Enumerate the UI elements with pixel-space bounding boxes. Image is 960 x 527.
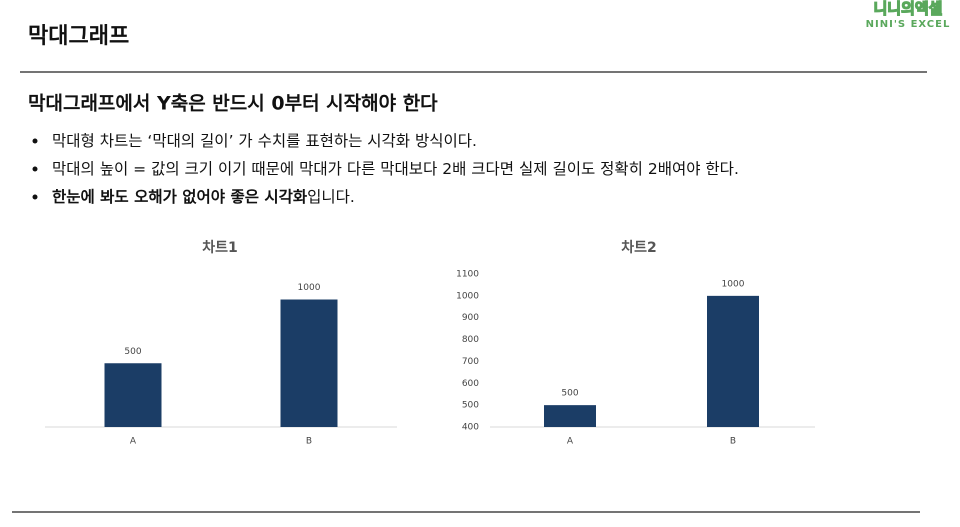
bullet: 한눈에 봐도 오해가 없어야 좋은 시각화입니다. bbox=[52, 187, 355, 206]
chart-title: 차트1 bbox=[202, 240, 238, 256]
bullet-dot bbox=[32, 194, 38, 200]
logo-main: 니니의엑셀 bbox=[873, 0, 942, 18]
bullet-segment: 막대의 높이 = 값의 크기 이기 때문에 막대가 다른 막대보다 2배 크다면… bbox=[52, 160, 739, 178]
y-tick-label: 600 bbox=[462, 379, 479, 389]
bar bbox=[104, 363, 162, 427]
value-label: 1000 bbox=[298, 283, 321, 293]
y-tick-label: 400 bbox=[462, 423, 479, 433]
bullet: 막대의 높이 = 값의 크기 이기 때문에 막대가 다른 막대보다 2배 크다면… bbox=[52, 160, 739, 178]
value-label: 500 bbox=[124, 347, 141, 357]
x-tick-label: B bbox=[306, 437, 312, 447]
y-tick-label: 700 bbox=[462, 357, 479, 367]
bullet: 막대형 차트는 ‘막대의 길이’ 가 수치를 표현하는 시각화 방식이다. bbox=[52, 132, 477, 150]
bullet-segment: 입니다. bbox=[307, 188, 355, 206]
logo-sub: NINI'S EXCEL bbox=[866, 19, 951, 30]
value-label: 1000 bbox=[722, 279, 745, 289]
y-tick-label: 1000 bbox=[456, 291, 479, 301]
x-tick-label: A bbox=[130, 437, 137, 447]
bullet-segment: 한눈에 봐도 오해가 없어야 좋은 시각화 bbox=[52, 187, 308, 206]
bar bbox=[544, 405, 596, 427]
bar bbox=[280, 299, 338, 427]
y-tick-label: 800 bbox=[462, 335, 479, 345]
bar bbox=[707, 295, 759, 427]
x-tick-label: B bbox=[730, 437, 736, 447]
y-tick-label: 500 bbox=[462, 401, 479, 411]
bullet-segment: 막대형 차트는 ‘막대의 길이’ 가 수치를 표현하는 시각화 방식이다. bbox=[52, 132, 477, 150]
slide-title: 막대그래프 bbox=[28, 24, 129, 49]
bullet-dot bbox=[32, 166, 38, 172]
heading: 막대그래프에서 Y축은 반드시 0부터 시작해야 한다 bbox=[28, 93, 438, 115]
value-label: 500 bbox=[561, 389, 578, 399]
bullet-dot bbox=[32, 138, 38, 144]
y-tick-label: 900 bbox=[462, 313, 479, 323]
y-tick-label: 1100 bbox=[456, 270, 479, 280]
x-tick-label: A bbox=[567, 437, 574, 447]
chart-title: 차트2 bbox=[621, 240, 657, 256]
